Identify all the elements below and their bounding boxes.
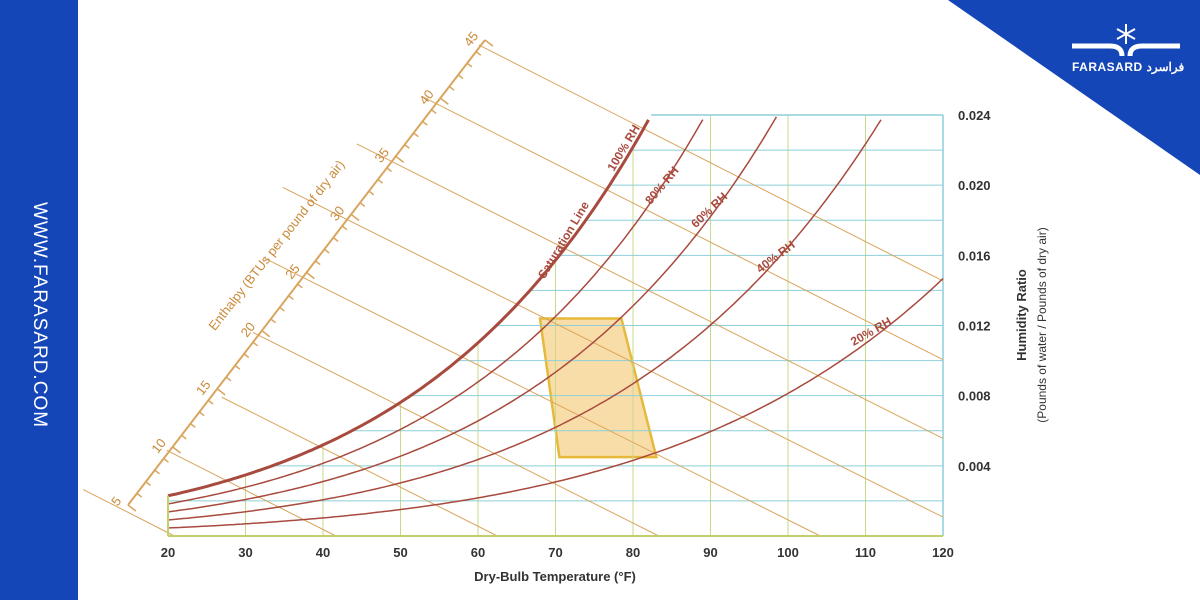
enthalpy-line [82, 489, 175, 537]
enthalpy-scale-tick [136, 492, 143, 498]
enthalpy-scale-tick [216, 388, 226, 396]
enthalpy-tick-label: 25 [282, 261, 303, 282]
enthalpy-scale-tick [252, 341, 259, 347]
y-tick-label: 0.020 [958, 178, 991, 193]
x-tick-label: 40 [316, 545, 330, 560]
enthalpy-scale-tick [207, 399, 214, 405]
x-tick-label: 80 [626, 545, 640, 560]
rh-label-100: 100% RH [604, 122, 642, 173]
enthalpy-scale-tick [484, 39, 494, 47]
enthalpy-scale-tick [404, 144, 410, 149]
enthalpy-tick-label: 30 [327, 203, 348, 224]
enthalpy-scale-tick [341, 225, 348, 231]
enthalpy-line [221, 396, 498, 537]
rh-curve-100 [167, 119, 650, 498]
enthalpy-tick-label: 15 [193, 377, 214, 398]
enthalpy-scale-tick [234, 364, 241, 370]
rh-label-60: 60% RH [688, 190, 730, 231]
logo-text-latin: FARASARD [1072, 60, 1143, 74]
x-tick-label: 120 [932, 545, 954, 560]
enthalpy-layer: 5 10 15 20 25 30 35 40 45 [82, 29, 944, 537]
enthalpy-scale-tick [430, 109, 437, 115]
enthalpy-scale-tick [270, 318, 276, 324]
y-tick-label: 0.008 [958, 389, 991, 404]
comfort-zone-layer [538, 317, 658, 459]
y-tick-label: 0.004 [958, 459, 991, 474]
enthalpy-tick-label: 20 [238, 319, 259, 340]
grid-layer [167, 114, 944, 536]
enthalpy-scale-tick [475, 51, 482, 56]
enthalpy-tick-label: 45 [461, 29, 482, 50]
enthalpy-scale-tick [386, 167, 393, 173]
rh-curve-80 [167, 119, 704, 505]
x-tick-label: 100 [777, 545, 799, 560]
x-tick-label: 110 [855, 545, 876, 560]
enthalpy-scale-tick [395, 155, 405, 163]
x-tick-label: 30 [238, 545, 252, 560]
logo-text-persian: فراسرد [1146, 60, 1185, 74]
enthalpy-scale-tick [448, 85, 455, 91]
enthalpy-scale-tick [368, 190, 375, 196]
y-tick-label: 0.024 [958, 108, 991, 123]
x-tick-label: 70 [548, 545, 562, 560]
enthalpy-scale-tick [279, 306, 285, 312]
y-axis-subtitle: (Pounds of water / Pounds of dry air) [1035, 227, 1049, 422]
left-brand-band: WWW.FARASARD.COM [0, 0, 78, 600]
enthalpy-scale-tick [306, 271, 315, 280]
enthalpy-scale-tick [439, 97, 449, 105]
enthalpy-tick-label: 10 [148, 435, 169, 456]
rh-curve-60 [167, 116, 778, 513]
x-tick-label: 20 [161, 545, 175, 560]
enthalpy-scale-tick [332, 237, 339, 242]
enthalpy-line [282, 186, 944, 518]
enthalpy-scale-tick [154, 469, 160, 475]
enthalpy-line [264, 257, 821, 537]
enthalpy-scale-tick [163, 457, 169, 463]
rh-label-40: 40% RH [754, 238, 798, 276]
enthalpy-scale-tick [127, 504, 137, 512]
logo-wordmark: FARASARD فراسرد [1072, 60, 1184, 74]
enthalpy-scale-tick [359, 202, 366, 208]
enthalpy-line [478, 44, 944, 282]
enthalpy-scale-tick [297, 283, 303, 289]
enthalpy-scale-tick [323, 248, 330, 254]
enthalpy-scale-tick [457, 74, 464, 80]
x-tick-label: 50 [393, 545, 407, 560]
enthalpy-scale-tick [172, 446, 181, 454]
enthalpy-scale-tick [225, 376, 232, 382]
rh-curve-20 [167, 278, 944, 529]
enthalpy-scale-tick [190, 423, 196, 428]
y-axis-title: Humidity Ratio [1014, 269, 1029, 361]
y-tick-label: 0.016 [958, 248, 991, 263]
x-axis-title: Dry-Bulb Temperature (°F) [474, 569, 636, 584]
enthalpy-line [421, 95, 944, 361]
enthalpy-scale-tick [261, 330, 271, 338]
enthalpy-tick-label: 40 [416, 87, 437, 108]
enthalpy-scale-tick [145, 481, 152, 487]
enthalpy-scale-tick [422, 120, 428, 126]
x-tick-label: 90 [703, 545, 717, 560]
enthalpy-scale-tick [377, 178, 384, 184]
enthalpy-scale-tick [350, 213, 360, 222]
enthalpy-line [166, 449, 337, 537]
enthalpy-scale-tick [198, 411, 205, 417]
enthalpy-tick-label: 5 [108, 494, 124, 509]
y-tick-label: 0.012 [958, 319, 991, 334]
enthalpy-scale-tick [288, 295, 294, 301]
enthalpy-scale-tick [413, 132, 419, 138]
axes-layer: 20 30 40 50 60 70 80 90 100 110 120 0.004 0.008 0.012… [161, 108, 992, 560]
comfort-zone [538, 317, 658, 459]
enthalpy-scale-tick [243, 353, 250, 359]
enthalpy-tick-label: 35 [371, 145, 392, 166]
x-tick-label: 60 [471, 545, 485, 560]
saturation-line-label: Saturation Line [535, 199, 592, 281]
enthalpy-scale-tick [466, 62, 473, 68]
enthalpy-line [356, 143, 944, 439]
rh-curve-40 [167, 119, 882, 521]
enthalpy-scale-tick [314, 260, 321, 266]
enthalpy-line [252, 331, 660, 537]
enthalpy-scale-tick [181, 434, 187, 440]
